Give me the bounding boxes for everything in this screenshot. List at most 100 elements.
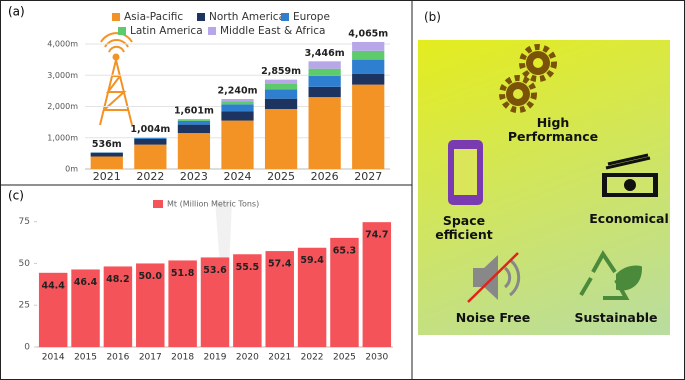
- recycle-icon: [579, 250, 643, 300]
- value-label: 46.4: [74, 277, 98, 288]
- y-tick-label: 0m: [65, 165, 78, 174]
- bar-segment: [134, 138, 167, 139]
- bar-segment: [177, 120, 211, 125]
- bar: [71, 269, 100, 347]
- total-label: 3,446m: [305, 48, 345, 59]
- x-tick-label: 2015: [74, 353, 97, 363]
- total-label: 2,859m: [261, 66, 301, 77]
- panel-label: (a): [8, 5, 25, 19]
- value-label: 55.5: [236, 262, 259, 273]
- y-tick-label: 3,000m: [47, 71, 78, 80]
- gear-icon: [499, 44, 557, 113]
- bar: [362, 222, 392, 347]
- legend-label: Middle East & Africa: [220, 25, 326, 37]
- panel-label: (b): [424, 10, 441, 24]
- x-tick-label: 2023: [180, 170, 208, 183]
- legend-swatch: [118, 27, 126, 35]
- feature-label: Sustainable: [574, 310, 658, 325]
- total-label: 1,601m: [174, 105, 214, 116]
- money-icon: [602, 153, 658, 197]
- bar: [200, 257, 230, 347]
- bar: [168, 260, 197, 347]
- x-tick-label: 2026: [311, 170, 339, 183]
- value-label: 53.6: [203, 265, 227, 276]
- legend-swatch: [208, 27, 216, 35]
- tower-decoration: [99, 32, 133, 126]
- total-label: 2,240m: [218, 86, 258, 97]
- value-label: 44.4: [41, 280, 65, 291]
- bar-segment: [221, 120, 254, 169]
- bar: [103, 266, 133, 347]
- bar-segment: [264, 79, 298, 84]
- x-tick-label: 2021: [268, 353, 291, 363]
- bar-segment: [177, 119, 211, 121]
- feature-label: Economical: [589, 211, 669, 226]
- bar-segment: [221, 101, 254, 105]
- bar-segment: [221, 111, 254, 121]
- bar-segment: [264, 89, 298, 99]
- bar-segment: [264, 84, 298, 90]
- bar-segment: [90, 152, 123, 157]
- value-label: 50.0: [139, 271, 163, 282]
- bar-segment: [308, 68, 341, 76]
- x-tick-label: 2018: [171, 353, 194, 363]
- legend-label: Latin America: [130, 25, 203, 37]
- value-label: 65.3: [333, 245, 356, 256]
- bar-segment: [221, 104, 254, 112]
- bar: [136, 263, 165, 347]
- bar-segment: [308, 86, 341, 98]
- total-label: 4,065m: [348, 28, 388, 39]
- bar: [233, 254, 262, 347]
- bar: [38, 272, 68, 347]
- y-tick-label: 0: [24, 343, 30, 353]
- bar: [330, 237, 359, 347]
- x-tick-label: 2016: [106, 353, 129, 363]
- y-tick-label: 4,000m: [47, 40, 78, 49]
- x-tick-label: 2022: [136, 170, 164, 183]
- total-label: 1,004m: [130, 124, 170, 135]
- phone-icon: [448, 140, 483, 205]
- y-tick-label: 2,000m: [47, 102, 78, 111]
- x-tick-label: 2017: [139, 353, 162, 363]
- x-tick-label: 2020: [236, 353, 259, 363]
- feature-label: High Performance: [507, 115, 599, 144]
- legend-swatch: [112, 13, 120, 21]
- legend-swatch: [197, 13, 205, 21]
- value-label: 57.4: [268, 259, 292, 270]
- feature-label: Noise Free: [455, 310, 531, 325]
- x-tick-label: 2024: [224, 170, 252, 183]
- value-label: 48.2: [106, 274, 129, 285]
- legend-label: North America: [209, 11, 285, 23]
- bar-segment: [352, 84, 385, 169]
- bar-segment: [221, 99, 254, 102]
- mute-icon: [467, 252, 521, 303]
- x-tick-label: 2014: [42, 353, 65, 363]
- feature-label: Space efficient: [435, 213, 493, 242]
- x-tick-label: 2025: [333, 353, 356, 363]
- bar-segment: [264, 98, 298, 109]
- bar-segment: [90, 156, 123, 169]
- bar-segment: [177, 133, 211, 169]
- y-tick-label: 50: [19, 259, 31, 269]
- value-label: 51.8: [171, 268, 195, 279]
- bar-segment: [308, 97, 341, 169]
- panel-label: (c): [8, 189, 24, 203]
- legend-swatch: [281, 13, 289, 21]
- value-label: 74.7: [365, 230, 388, 241]
- y-tick-label: 1,000m: [47, 133, 78, 142]
- x-tick-label: 2027: [354, 170, 382, 183]
- x-tick-label: 2019: [204, 353, 227, 363]
- legend-label: Asia-Pacific: [124, 11, 183, 23]
- y-tick-label: 75: [19, 217, 30, 227]
- bar-segment: [352, 59, 385, 74]
- y-tick-label: 25: [19, 301, 30, 311]
- bar-segment: [264, 109, 298, 169]
- x-tick-label: 2025: [267, 170, 295, 183]
- bar-segment: [352, 73, 385, 85]
- bar-segment: [134, 144, 167, 169]
- panel-b: High Performance Space efficient Economi…: [418, 40, 670, 335]
- value-label: 59.4: [300, 255, 324, 266]
- bar: [297, 247, 327, 347]
